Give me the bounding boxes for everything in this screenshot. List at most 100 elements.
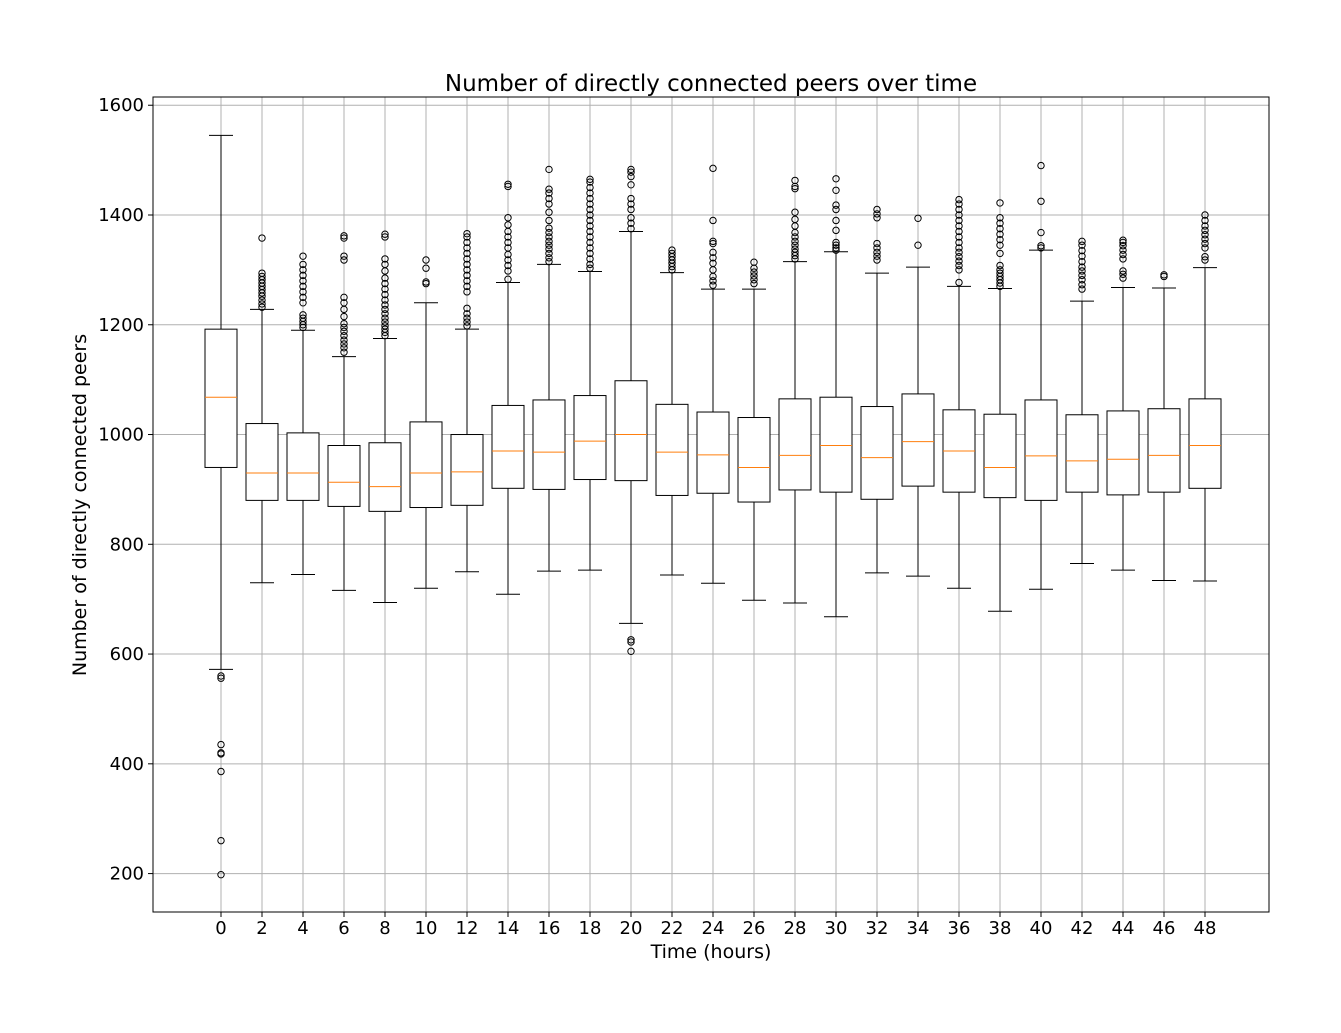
outlier-point	[791, 248, 799, 257]
outlier-point	[545, 254, 553, 262]
outlier-point	[914, 214, 922, 222]
outlier-point	[586, 216, 594, 225]
chart-title: Number of directly connected peers over …	[445, 71, 977, 97]
outlier-point	[258, 234, 266, 242]
outlier-point	[586, 238, 594, 247]
outlier-point	[504, 261, 512, 270]
outlier-point	[1160, 271, 1168, 279]
box-26	[737, 258, 771, 601]
outlier-point	[299, 266, 307, 274]
outlier-point	[504, 256, 512, 264]
iqr-box	[204, 328, 238, 468]
outlier-point	[1037, 244, 1045, 252]
box-36	[942, 195, 976, 589]
outlier-point	[832, 205, 840, 214]
outlier-point	[709, 164, 717, 173]
outlier-point	[422, 256, 430, 264]
outlier-point	[340, 348, 348, 356]
outlier-point	[750, 276, 758, 284]
outlier-point	[545, 233, 553, 241]
outlier-point	[1119, 274, 1127, 282]
outlier-point	[381, 314, 389, 322]
outlier-point	[463, 322, 471, 330]
x-tick-label: 0	[215, 918, 226, 939]
outlier-point	[586, 189, 594, 197]
box-8	[368, 230, 402, 603]
outlier-point	[586, 175, 594, 184]
x-tick-label: 24	[702, 918, 725, 939]
outlier-point	[1037, 242, 1045, 250]
iqr-box	[1024, 399, 1058, 501]
outlier-point	[258, 296, 266, 304]
y-tick-label: 1400	[98, 205, 144, 226]
outlier-point	[299, 314, 307, 322]
x-axis-label: Time (hours)	[650, 941, 772, 963]
outlier-point	[955, 278, 963, 287]
x-tick-label: 38	[989, 918, 1012, 939]
outlier-point	[1078, 237, 1086, 246]
outlier-point	[791, 233, 799, 241]
outlier-point	[463, 314, 471, 322]
box-20	[614, 165, 648, 656]
outlier-point	[709, 248, 717, 257]
outlier-point	[832, 241, 840, 249]
outlier-point	[217, 740, 225, 749]
outlier-point	[545, 241, 553, 249]
outlier-point	[340, 340, 348, 348]
box-40	[1024, 161, 1058, 590]
outlier-point	[627, 165, 635, 174]
outlier-point	[996, 249, 1004, 258]
outlier-point	[955, 211, 963, 219]
outlier-point	[873, 252, 881, 260]
outlier-point	[381, 279, 389, 288]
outlier-point	[381, 305, 389, 314]
iqr-box	[491, 404, 525, 489]
iqr-box	[532, 399, 566, 490]
iqr-box	[1147, 408, 1181, 493]
outlier-point	[217, 836, 225, 845]
outlier-point	[463, 304, 471, 312]
y-tick-label: 600	[110, 644, 144, 665]
outlier-point	[627, 168, 635, 176]
iqr-box	[1065, 414, 1099, 493]
outlier-point	[750, 279, 758, 288]
outlier-point	[381, 255, 389, 263]
outlier-point	[996, 230, 1004, 238]
outlier-point	[996, 219, 1004, 227]
outlier-point	[1119, 255, 1127, 263]
outlier-point	[586, 222, 594, 230]
box-16	[532, 165, 566, 572]
outlier-point	[299, 252, 307, 260]
outlier-point	[996, 269, 1004, 277]
outlier-point	[463, 255, 471, 263]
outlier-point	[381, 318, 389, 326]
outlier-point	[586, 183, 594, 192]
outlier-point	[832, 246, 840, 254]
outlier-point	[1201, 253, 1209, 261]
x-tick-label: 48	[1194, 918, 1217, 939]
iqr-box	[368, 442, 402, 512]
outlier-point	[340, 323, 348, 332]
outlier-point	[1201, 222, 1209, 230]
iqr-box	[655, 403, 689, 496]
outlier-point	[1201, 239, 1209, 248]
outlier-point	[217, 750, 225, 758]
outlier-point	[914, 241, 922, 249]
x-tick-label: 28	[784, 918, 807, 939]
outlier-point	[1119, 238, 1127, 247]
outlier-point	[709, 277, 717, 285]
outlier-point	[1078, 246, 1086, 255]
outlier-point	[299, 282, 307, 291]
outlier-point	[955, 222, 963, 230]
box-32	[860, 205, 894, 574]
outlier-point	[463, 282, 471, 291]
outlier-point	[545, 165, 553, 174]
x-tick-label: 18	[579, 918, 602, 939]
outlier-point	[1201, 216, 1209, 225]
x-tick-label: 34	[907, 918, 930, 939]
outlier-point	[627, 194, 635, 203]
box-24	[696, 164, 730, 584]
outlier-point	[586, 205, 594, 214]
y-tick-label: 200	[110, 864, 144, 885]
